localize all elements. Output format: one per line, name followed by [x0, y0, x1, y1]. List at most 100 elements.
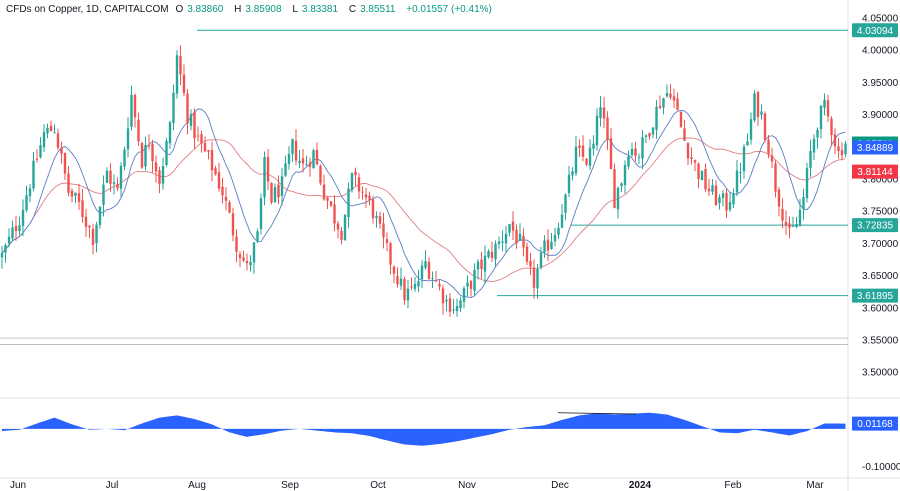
- candle-body: [753, 93, 756, 121]
- candle-body: [756, 92, 760, 118]
- y-tick-label: 3.70000: [862, 239, 899, 250]
- y-tick-label: 3.50000: [862, 368, 899, 379]
- x-tick-label: Aug: [188, 480, 206, 491]
- candle-body: [210, 150, 214, 171]
- candle-body: [823, 99, 826, 108]
- candle-body: [700, 171, 704, 181]
- close-label: C: [348, 4, 357, 15]
- candle-body: [417, 281, 420, 287]
- candle-body: [735, 170, 739, 193]
- candle-body: [599, 107, 602, 119]
- candle-body: [840, 150, 844, 156]
- candle-body: [641, 137, 644, 159]
- candle-body: [494, 243, 497, 260]
- candle-body: [543, 240, 546, 253]
- candle-body: [427, 261, 431, 279]
- candle-body: [497, 241, 501, 245]
- candle-body: [109, 170, 112, 184]
- candle-body: [280, 176, 284, 196]
- candle-body: [623, 165, 627, 186]
- candle-body: [728, 202, 732, 210]
- price-tag-label: 3.61895: [857, 291, 894, 302]
- candle-body: [242, 257, 245, 261]
- candle-body: [697, 163, 700, 179]
- candle-body: [126, 128, 130, 150]
- candle-body: [791, 225, 795, 227]
- candle-body: [480, 259, 483, 270]
- candle-body: [613, 169, 616, 208]
- candle-body: [382, 223, 385, 238]
- candle-body: [550, 241, 553, 250]
- candle-body: [301, 158, 305, 164]
- candle-body: [532, 267, 536, 288]
- oscillator-tag-label: 0.01168: [857, 419, 893, 430]
- candle-body: [235, 236, 238, 252]
- candle-body: [7, 236, 11, 244]
- candle-body: [819, 105, 823, 130]
- candle-body: [704, 168, 707, 190]
- candle-body: [39, 145, 42, 158]
- x-tick-label: Mar: [806, 480, 824, 491]
- low-label: L: [292, 4, 298, 15]
- x-tick-label: Jun: [10, 480, 26, 491]
- candle-body: [221, 186, 224, 196]
- candle-body: [28, 188, 32, 197]
- candle-body: [606, 117, 609, 140]
- candle-body: [578, 145, 581, 148]
- candle-body: [441, 288, 445, 304]
- y-tick-label: 3.55000: [862, 336, 899, 347]
- candle-body: [714, 185, 718, 206]
- candle-body: [490, 251, 494, 258]
- candle-body: [844, 143, 847, 155]
- candle-body: [452, 309, 455, 311]
- candle-body: [312, 150, 315, 168]
- candle-body: [361, 191, 364, 193]
- candle-body: [816, 129, 819, 138]
- candle-body: [634, 148, 637, 156]
- candle-body: [60, 147, 63, 154]
- candle-body: [620, 183, 623, 187]
- candle-body: [459, 300, 462, 309]
- y-tick-label: 3.95000: [862, 78, 899, 89]
- candle-body: [826, 100, 830, 117]
- candle-body: [326, 197, 329, 201]
- candle-body: [651, 127, 655, 135]
- candle-body: [837, 146, 840, 151]
- candle-body: [413, 283, 417, 289]
- candle-body: [760, 111, 763, 115]
- candle-body: [168, 122, 172, 144]
- candle-body: [354, 171, 357, 176]
- candle-body: [21, 209, 25, 226]
- change-value: +0.01557 (+0.41%): [406, 4, 492, 15]
- candle-body: [805, 168, 809, 198]
- candle-body: [739, 172, 742, 174]
- candle-body: [809, 150, 812, 168]
- candle-body: [648, 133, 651, 137]
- candle-body: [119, 165, 123, 189]
- candle-body: [112, 182, 116, 184]
- candle-body: [683, 128, 686, 141]
- candle-body: [357, 177, 361, 192]
- candle-body: [434, 280, 438, 282]
- candle-body: [238, 254, 242, 259]
- candle-body: [833, 134, 837, 147]
- candle-body: [172, 92, 175, 123]
- candle-body: [518, 233, 522, 241]
- candle-body: [602, 107, 606, 119]
- candle-body: [448, 298, 452, 312]
- candle-body: [592, 143, 595, 149]
- candle-body: [336, 223, 340, 230]
- candle-body: [581, 145, 585, 157]
- y-tick-label: 3.75000: [862, 207, 899, 218]
- candle-body: [655, 106, 658, 130]
- candle-body: [707, 188, 711, 192]
- candle-body: [511, 221, 515, 231]
- x-tick-label: Dec: [551, 480, 569, 491]
- candle-body: [123, 149, 126, 167]
- candle-body: [266, 157, 270, 182]
- candle-body: [368, 195, 371, 200]
- price-tag-label: 3.81144: [857, 167, 893, 178]
- candle-body: [378, 216, 382, 224]
- candle-body: [11, 227, 14, 239]
